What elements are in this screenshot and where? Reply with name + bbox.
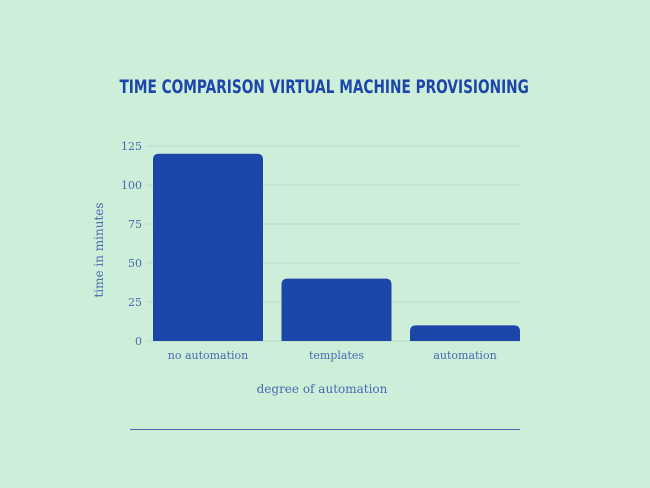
y-tick-labels: 0 25 50 75 100 125 [121,140,142,348]
x-tick-label: automation [433,349,496,362]
bar-automation [410,325,520,341]
y-tick-label: 125 [121,140,142,153]
y-tick-label: 75 [128,218,142,231]
bottom-divider [130,429,520,430]
chart-title: TIME COMPARISON VIRTUAL MACHINE PROVISIO… [119,76,529,98]
bar-templates [281,278,392,341]
x-tick-labels: no automation templates automation [168,349,497,362]
y-tick-label: 100 [121,179,142,192]
y-axis-label: time in minutes [92,202,106,297]
y-tick-label: 0 [135,335,142,348]
x-tick-label: templates [309,349,364,362]
bar-no-automation [153,153,263,341]
bars [153,153,520,341]
x-axis-label: degree of automation [257,382,388,396]
y-tick-label: 25 [128,296,142,309]
y-tick-label: 50 [128,257,142,270]
x-tick-label: no automation [168,349,249,362]
